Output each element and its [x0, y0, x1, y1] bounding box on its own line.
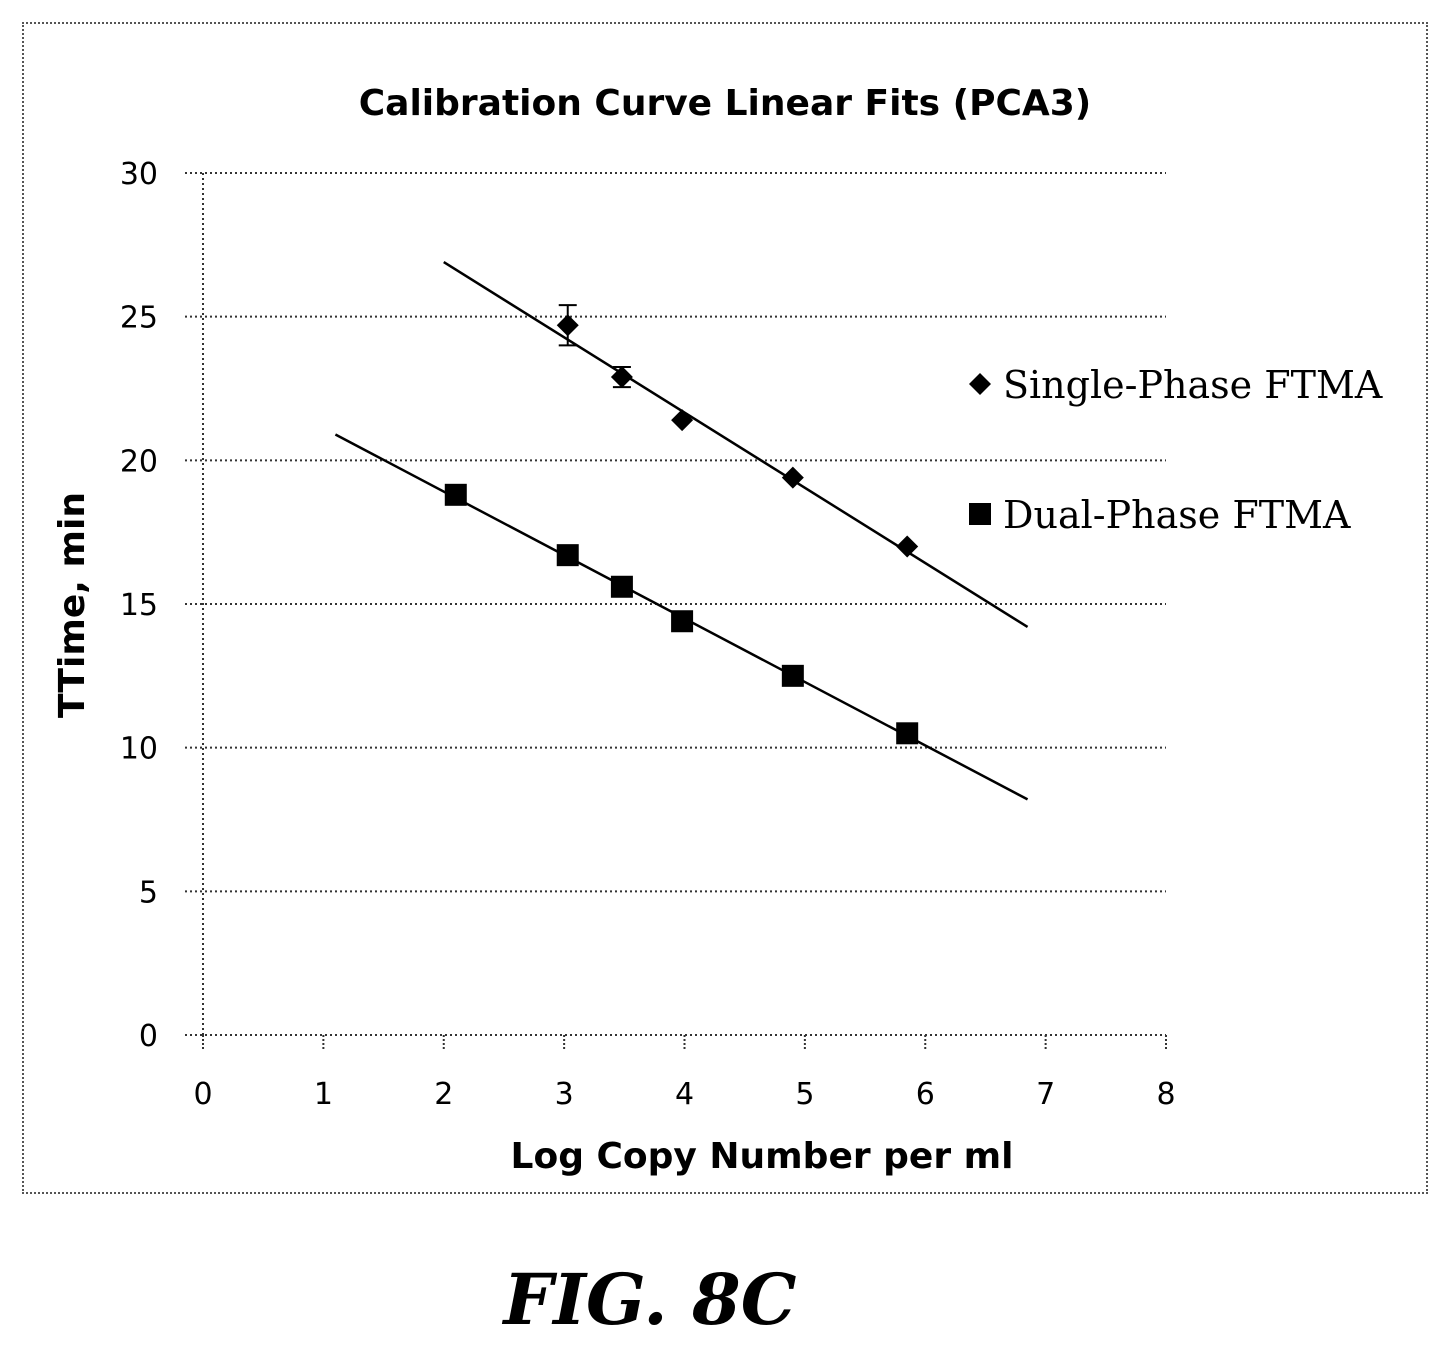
y-axis-label: TTime, min	[52, 492, 93, 718]
x-tick-label-4: 4	[675, 1077, 694, 1112]
legend-marker-single-phase-ftma	[969, 373, 991, 395]
x-tick-label-3: 3	[555, 1077, 574, 1112]
legend-label-dual-phase-ftma: Dual-Phase FTMA	[1003, 493, 1351, 537]
x-tick-label-7: 7	[1036, 1077, 1055, 1112]
x-tick-label-2: 2	[434, 1077, 453, 1112]
legend-label-single-phase-ftma: Single-Phase FTMA	[1003, 363, 1383, 407]
chart-frame	[22, 22, 1428, 1194]
data-point-single-phase-ftma	[671, 409, 694, 432]
data-point-dual-phase-ftma	[444, 483, 467, 506]
data-point-dual-phase-ftma	[896, 722, 919, 745]
data-point-single-phase-ftma	[610, 366, 633, 389]
data-points	[444, 304, 919, 745]
x-tick-labels: 0 1 2 3 4 5 6 7 8	[193, 1077, 1175, 1112]
x-tick-label-1: 1	[314, 1077, 333, 1112]
axes	[185, 173, 1167, 1049]
data-point-single-phase-ftma	[781, 466, 804, 489]
x-tick-label-0: 0	[193, 1077, 212, 1112]
legend-marker-dual-phase-ftma	[969, 503, 991, 525]
y-tick-label-15: 15	[120, 588, 158, 623]
data-point-dual-phase-ftma	[556, 544, 579, 567]
legend: Single-Phase FTMA Dual-Phase FTMA	[969, 363, 1383, 537]
fit-lines	[334, 261, 1029, 801]
data-point-dual-phase-ftma	[671, 610, 694, 633]
y-tick-label-0: 0	[139, 1019, 158, 1054]
x-tick-label-8: 8	[1156, 1077, 1175, 1112]
data-point-dual-phase-ftma	[610, 575, 633, 598]
data-point-single-phase-ftma	[556, 314, 579, 337]
y-tick-labels: 0 5 10 15 20 25 30	[120, 157, 158, 1054]
y-tick-label-30: 30	[120, 157, 158, 192]
data-point-dual-phase-ftma	[781, 664, 804, 687]
y-tick-label-10: 10	[120, 732, 158, 767]
y-tick-label-20: 20	[120, 444, 158, 479]
data-point-single-phase-ftma	[896, 535, 919, 558]
chart-title: Calibration Curve Linear Fits (PCA3)	[359, 83, 1092, 124]
figure-caption: FIG. 8C	[503, 1258, 797, 1341]
y-tick-label-5: 5	[139, 875, 158, 910]
x-tick-label-5: 5	[795, 1077, 814, 1112]
x-tick-label-6: 6	[916, 1077, 935, 1112]
fit-line-single-phase-ftma	[443, 261, 1029, 629]
x-axis-label: Log Copy Number per ml	[511, 1136, 1014, 1177]
grid-lines	[185, 172, 1166, 1036]
y-tick-label-25: 25	[120, 301, 158, 336]
